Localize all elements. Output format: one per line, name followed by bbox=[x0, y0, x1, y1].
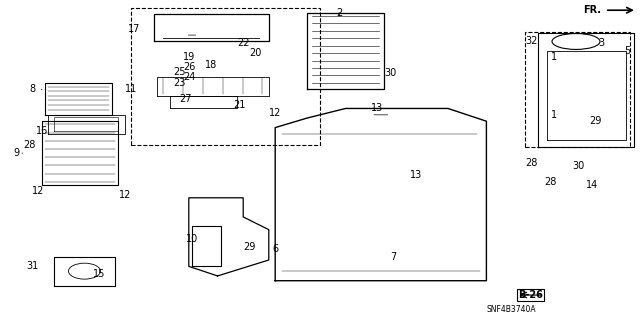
Text: 13: 13 bbox=[371, 103, 383, 114]
Text: 20: 20 bbox=[250, 48, 262, 58]
Text: 12: 12 bbox=[269, 108, 282, 118]
Text: 7: 7 bbox=[390, 252, 397, 262]
Text: 28: 28 bbox=[23, 140, 35, 150]
Text: 22: 22 bbox=[237, 38, 250, 48]
Text: 30: 30 bbox=[384, 68, 396, 78]
Text: 10: 10 bbox=[186, 234, 198, 244]
Text: 6: 6 bbox=[272, 244, 278, 254]
Text: 28: 28 bbox=[545, 177, 557, 187]
Text: 16: 16 bbox=[36, 126, 48, 136]
Text: 15: 15 bbox=[93, 269, 106, 279]
Text: 21: 21 bbox=[234, 100, 246, 110]
Text: 28: 28 bbox=[525, 158, 538, 168]
Text: 1: 1 bbox=[550, 52, 557, 63]
Text: 11: 11 bbox=[125, 84, 137, 94]
Text: 18: 18 bbox=[205, 60, 218, 70]
Text: 12: 12 bbox=[118, 189, 131, 200]
Text: 1: 1 bbox=[550, 110, 557, 120]
Text: 29: 29 bbox=[243, 242, 256, 252]
Text: 12: 12 bbox=[33, 186, 45, 197]
Text: 13: 13 bbox=[410, 170, 422, 181]
Text: FR.: FR. bbox=[584, 5, 602, 15]
Text: 30: 30 bbox=[573, 161, 585, 171]
Text: 14: 14 bbox=[586, 180, 598, 190]
Text: B-26: B-26 bbox=[518, 290, 543, 300]
Text: 26: 26 bbox=[183, 62, 195, 72]
Text: 5: 5 bbox=[624, 46, 630, 56]
Text: 8: 8 bbox=[29, 84, 35, 94]
Text: 27: 27 bbox=[179, 94, 192, 104]
Text: 9: 9 bbox=[13, 148, 19, 158]
Bar bbox=[131, 8, 320, 145]
Text: 31: 31 bbox=[26, 261, 38, 271]
Text: 24: 24 bbox=[183, 71, 195, 82]
Text: 23: 23 bbox=[173, 78, 186, 88]
Text: 19: 19 bbox=[183, 52, 195, 63]
Text: 2: 2 bbox=[336, 8, 342, 18]
Text: 17: 17 bbox=[129, 24, 141, 34]
Text: SNF4B3740A: SNF4B3740A bbox=[486, 305, 536, 314]
Bar bbox=[525, 32, 630, 147]
Text: 25: 25 bbox=[173, 67, 186, 77]
Text: 29: 29 bbox=[589, 116, 601, 126]
Text: 3: 3 bbox=[598, 38, 605, 48]
Text: 32: 32 bbox=[525, 36, 538, 47]
